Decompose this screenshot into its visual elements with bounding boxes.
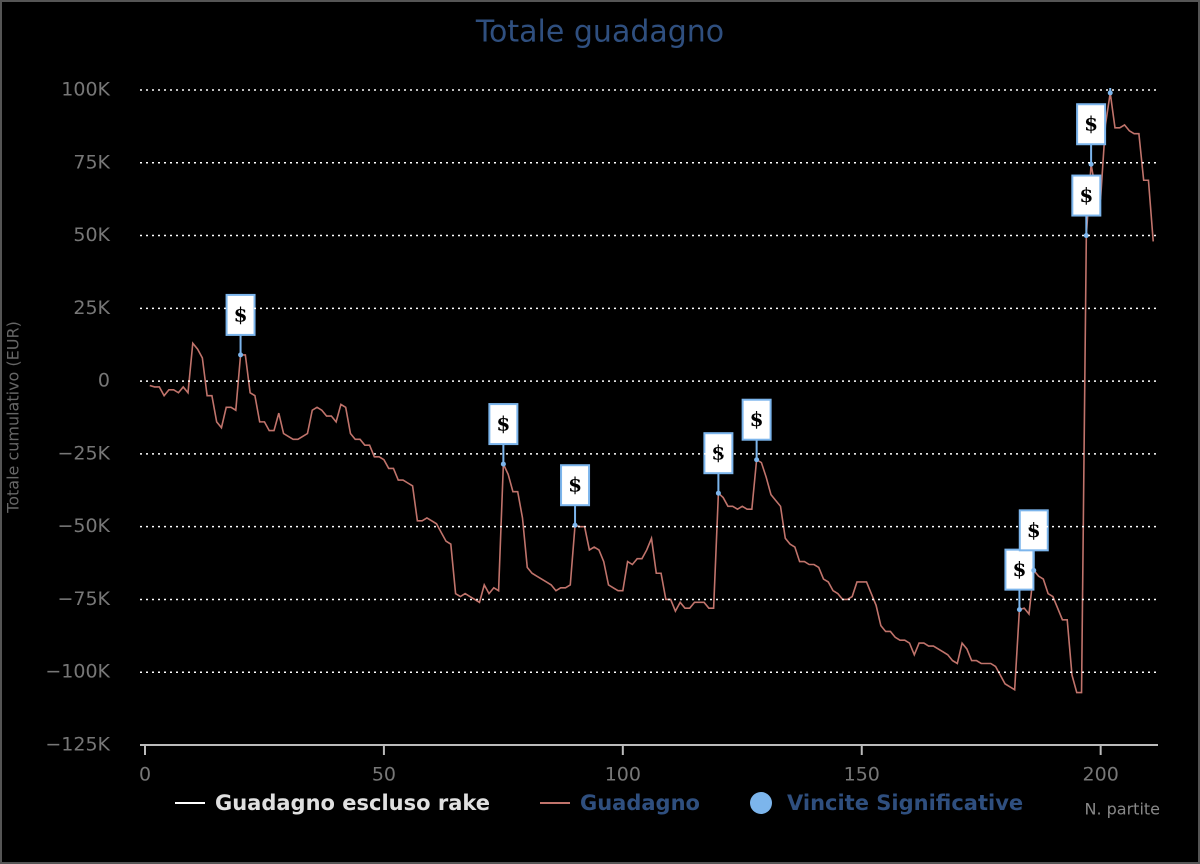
win-point — [1031, 567, 1037, 573]
flag-text: $ — [234, 302, 248, 326]
x-axis-title: N. partite — [1084, 800, 1160, 819]
win-point — [1107, 90, 1113, 96]
legend-label: Vincite Significative — [787, 791, 1023, 815]
x-tick-label: 0 — [139, 764, 151, 786]
flag-box — [741, 398, 772, 441]
y-tick-label: 75K — [73, 151, 110, 173]
x-tick-label: 50 — [372, 764, 396, 786]
flag-box — [1076, 103, 1107, 146]
y-axis-title: Totale cumulativo (EUR) — [4, 321, 23, 514]
plot-area: $$$$$$$$$$ — [149, 88, 1155, 694]
win-point — [754, 457, 760, 463]
flag-box — [1018, 509, 1049, 552]
y-tick-label: 50K — [73, 224, 110, 246]
y-tick-label: 0 — [98, 370, 110, 392]
win-point — [500, 461, 506, 467]
legend-symbol — [750, 792, 772, 814]
flag-box — [225, 293, 256, 336]
y-tick-label: −75K — [57, 588, 110, 610]
flag-box — [1071, 174, 1102, 217]
flag-text: $ — [1084, 112, 1098, 136]
x-tick-label: 150 — [844, 764, 880, 786]
flag-text: $ — [1027, 518, 1041, 542]
y-tick-label: −25K — [57, 442, 110, 464]
win-point — [238, 352, 244, 358]
chart-title: Totale guadagno — [475, 15, 724, 50]
y-tick-label: 100K — [61, 79, 110, 101]
flag-box — [1004, 548, 1035, 591]
y-tick-label: −50K — [57, 515, 110, 537]
y-tick-label: −125K — [45, 734, 110, 756]
x-tick-label: 100 — [605, 764, 641, 786]
flag-text: $ — [568, 473, 582, 497]
series-line — [149, 92, 1155, 694]
legend-label: Guadagno — [580, 791, 700, 815]
flag-text: $ — [1012, 557, 1026, 581]
flag-box — [488, 403, 519, 446]
x-tick-label: 200 — [1083, 764, 1119, 786]
flag-text: $ — [496, 412, 510, 436]
flag-text: $ — [1079, 183, 1093, 207]
win-point — [715, 490, 721, 496]
y-tick-label: −100K — [45, 661, 110, 683]
flag-text: $ — [750, 407, 764, 431]
flag-box — [560, 464, 591, 507]
win-point — [1083, 233, 1089, 239]
win-point — [1016, 607, 1022, 613]
legend-label: Guadagno escluso rake — [215, 791, 490, 815]
flag-box — [703, 432, 734, 475]
y-tick-label: 25K — [73, 297, 110, 319]
flag-text: $ — [711, 441, 725, 465]
